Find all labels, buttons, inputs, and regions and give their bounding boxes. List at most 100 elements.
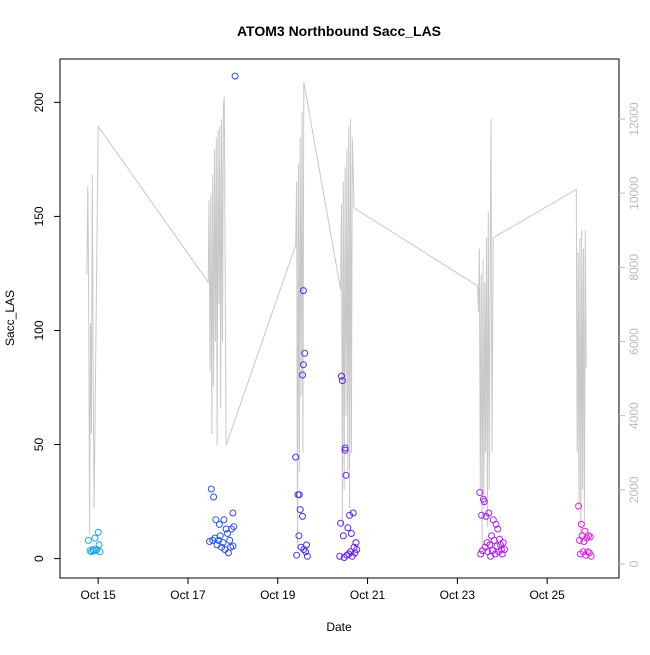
x-tick-label: Oct 23: [440, 588, 476, 602]
data-point: [230, 523, 238, 531]
data-point: [303, 541, 310, 549]
x-tick-label: Oct 19: [260, 588, 296, 602]
x-tick-label: Oct 21: [350, 588, 386, 602]
data-point: [353, 546, 361, 553]
plot-area: Oct 15 Oct 17 Oct 19 Oct 21 Oct 23 Oct 25 0 50 1…: [32, 58, 641, 602]
data-point: [293, 551, 301, 559]
data-point: [584, 548, 592, 556]
data-point: [342, 471, 350, 479]
y2-tick-label: 10000: [627, 176, 641, 210]
data-point: [575, 502, 583, 510]
data-point: [341, 444, 349, 452]
data-point: [486, 541, 494, 549]
data-point: [299, 361, 307, 369]
data-point: [206, 538, 213, 545]
data-point: [494, 525, 502, 533]
data-point: [84, 536, 92, 544]
data-point: [301, 349, 309, 357]
data-point: [207, 485, 215, 493]
data-point: [497, 546, 505, 553]
data-point: [302, 548, 310, 556]
data-point: [215, 520, 223, 528]
y-tick-label: 200: [32, 92, 46, 112]
data-point: [341, 446, 349, 454]
data-point: [216, 532, 224, 540]
data-point: [477, 550, 485, 558]
data-point: [222, 525, 230, 533]
data-point: [303, 552, 311, 560]
x-tick-label: Oct 25: [529, 588, 565, 602]
data-point: [338, 377, 346, 385]
data-point: [295, 491, 303, 499]
data-point: [339, 532, 347, 540]
data-point: [229, 542, 237, 550]
data-point: [295, 532, 303, 540]
data-point: [228, 525, 235, 533]
data-point: [90, 547, 98, 555]
data-point: [220, 516, 228, 524]
data-point: [336, 552, 344, 560]
y-tick-label: 50: [32, 438, 46, 452]
data-point: [94, 528, 102, 536]
data-point: [347, 548, 354, 556]
y2-tick-label: 12000: [627, 102, 641, 136]
data-point: [226, 536, 234, 544]
data-point: [485, 509, 493, 517]
data-point: [212, 516, 220, 524]
y2-tick-label: 8000: [627, 254, 641, 281]
data-point: [224, 530, 231, 537]
data-point: [478, 511, 486, 519]
data-point: [586, 533, 594, 541]
data-point: [299, 287, 307, 295]
y2-tick-label: 0: [627, 560, 641, 567]
data-point: [229, 509, 237, 517]
data-point: [480, 498, 488, 506]
data-point: [231, 72, 239, 80]
data-point: [351, 549, 359, 557]
data-point: [587, 552, 595, 560]
data-point: [491, 550, 499, 558]
data-point: [299, 371, 306, 379]
data-point: [95, 541, 103, 549]
data-point: [344, 524, 352, 532]
y2-tick-label: 2000: [627, 476, 641, 503]
data-point: [96, 548, 104, 556]
y2-tick-label: 4000: [627, 402, 641, 429]
data-point: [210, 493, 218, 501]
data-point: [299, 512, 306, 520]
x-tick-label: Oct 15: [80, 588, 116, 602]
y-tick-label: 100: [32, 320, 46, 340]
chart-title: ATOM3 Northbound Sacc_LAS: [237, 23, 441, 39]
x-tick-label: Oct 17: [170, 588, 206, 602]
secondary-series-line: [86, 81, 587, 550]
data-point: [501, 546, 508, 553]
data-point: [346, 511, 354, 519]
data-point: [585, 549, 593, 557]
data-point: [337, 519, 345, 527]
data-point: [352, 539, 360, 547]
x-axis-label: Date: [326, 620, 352, 634]
data-point: [581, 527, 589, 535]
data-point: [347, 530, 355, 537]
y-tick-label: 150: [32, 206, 46, 226]
data-point: [219, 539, 227, 547]
data-point: [499, 539, 507, 547]
data-point: [476, 489, 484, 496]
data-point: [349, 509, 357, 517]
data-point: [338, 372, 345, 380]
data-point: [91, 534, 99, 542]
data-point: [92, 547, 100, 555]
y-tick-label: 0: [32, 555, 46, 562]
data-point: [292, 453, 300, 461]
data-point: [89, 546, 97, 553]
data-point: [583, 534, 591, 542]
data-point: [577, 520, 585, 528]
data-point: [492, 520, 500, 528]
y2-tick-label: 6000: [627, 328, 641, 355]
y-axis-label: Sacc_LAS: [3, 290, 17, 346]
data-point: [585, 532, 592, 540]
data-point: [296, 506, 304, 514]
